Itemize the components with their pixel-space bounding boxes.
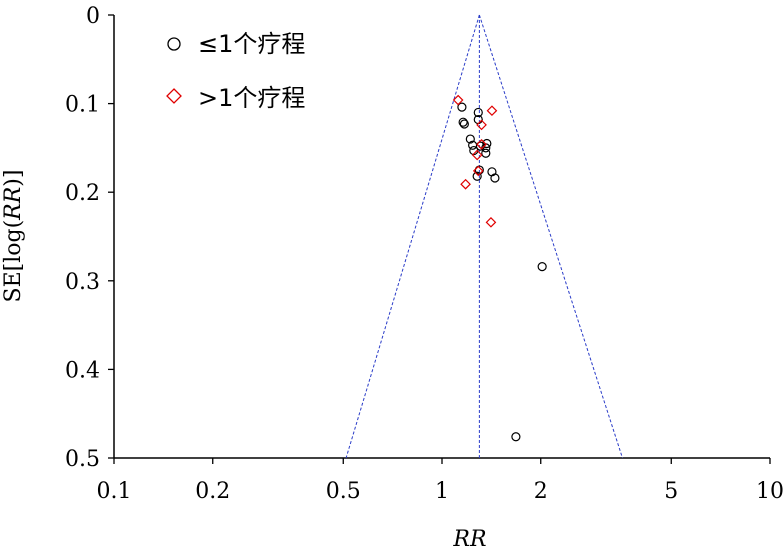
diamond-point — [485, 216, 497, 228]
legend: ≤1个疗程 >1个疗程 — [166, 30, 305, 112]
y-axis-ticks: 0 0.1 0.2 0.3 0.4 0.5 — [65, 4, 114, 472]
data-points — [452, 94, 547, 442]
y-axis-title-suffix: )] — [1, 170, 26, 187]
circle-point — [459, 119, 469, 129]
y-tick-label: 0 — [86, 4, 100, 29]
plot-area: 0 0.1 0.2 0.3 0.4 0.5 0.1 0.2 0.5 1 2 5 10 — [65, 4, 784, 504]
diamond-point — [476, 139, 487, 150]
x-axis-ticks: 0.1 0.2 0.5 1 2 5 10 — [97, 458, 784, 504]
legend-label-series-1: ≤1个疗程 — [198, 30, 305, 58]
x-tick-label: 0.1 — [97, 479, 132, 504]
y-tick-label: 0.3 — [65, 270, 100, 295]
x-tick-label: 0.5 — [326, 479, 361, 504]
diamond-point — [460, 178, 471, 190]
circle-point — [465, 134, 475, 144]
y-tick-label: 0.5 — [65, 447, 100, 472]
circle-point — [457, 102, 467, 112]
funnel-guide-lines — [345, 14, 623, 459]
x-axis-title: RR — [452, 527, 486, 548]
legend-item-series-1: ≤1个疗程 — [167, 30, 305, 58]
diamond-point — [452, 94, 464, 106]
y-tick-label: 0.1 — [65, 93, 100, 118]
legend-item-series-2: >1个疗程 — [166, 84, 305, 112]
circle-point — [481, 148, 491, 158]
diamond-point — [472, 165, 484, 177]
circle-point — [482, 138, 492, 149]
diamond-point — [476, 119, 487, 131]
y-axis-title: SE[log(RR)] — [1, 170, 26, 303]
legend-circle-marker — [167, 37, 181, 51]
funnel-left-line — [345, 14, 480, 459]
x-tick-label: 2 — [534, 479, 548, 504]
x-tick-label: 10 — [756, 479, 784, 504]
circle-point — [490, 173, 500, 183]
circle-point — [537, 262, 547, 272]
y-axis-title-italic: RR — [1, 187, 26, 221]
y-axis-title-prefix: SE[log( — [1, 220, 26, 303]
circle-point — [458, 117, 468, 127]
x-tick-label: 5 — [664, 479, 678, 504]
circle-point — [473, 107, 483, 118]
circle-point — [511, 432, 521, 442]
x-tick-label: 1 — [435, 479, 449, 504]
y-tick-label: 0.4 — [65, 358, 100, 383]
x-tick-label: 0.2 — [195, 479, 230, 504]
diamond-point — [471, 149, 483, 161]
y-tick-label: 0.2 — [65, 181, 100, 206]
legend-label-series-2: >1个疗程 — [198, 84, 305, 112]
circle-point — [472, 171, 482, 181]
diamond-point — [486, 105, 498, 117]
funnel-right-line — [478, 14, 623, 459]
legend-diamond-marker — [166, 88, 182, 104]
